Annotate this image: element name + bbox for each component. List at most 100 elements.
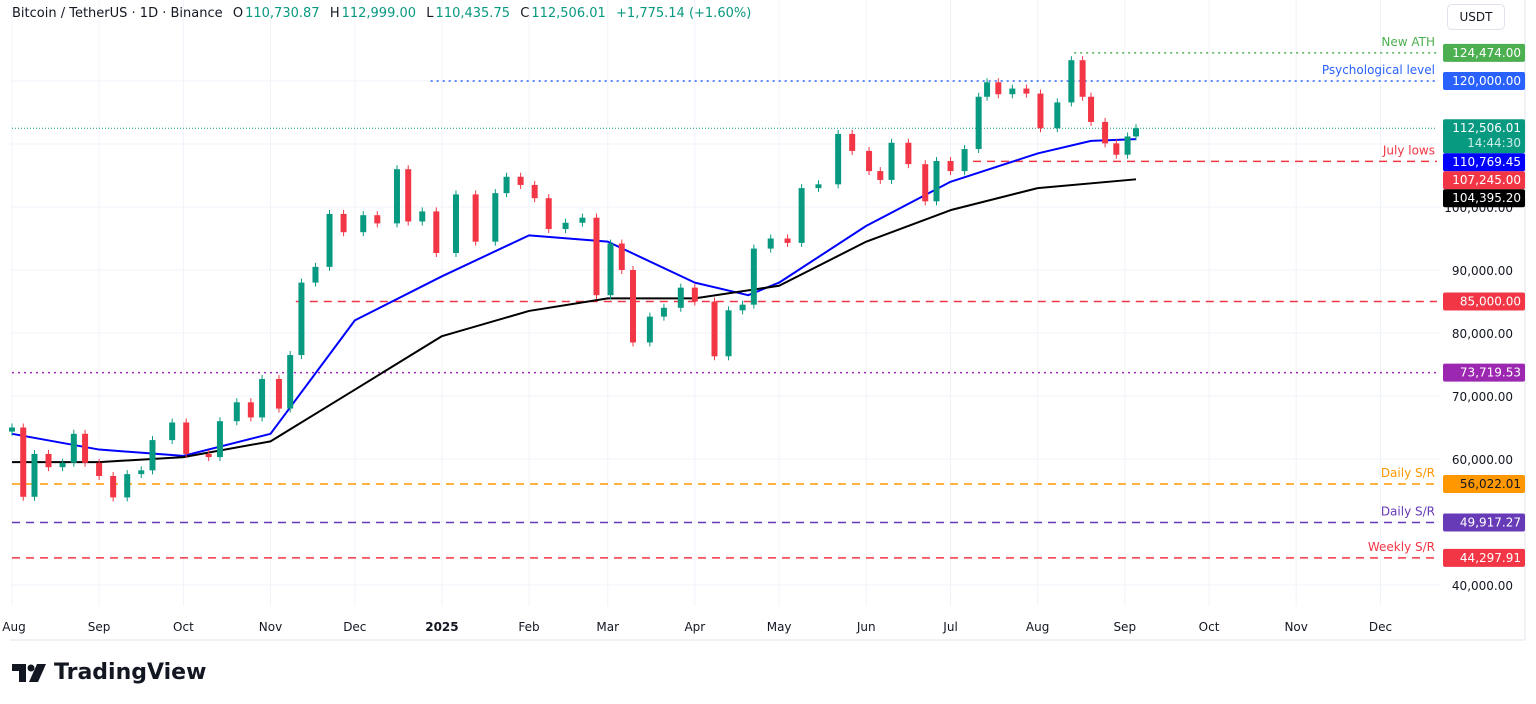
candle — [545, 198, 552, 230]
x-tick-label: Dec — [343, 620, 366, 634]
x-tick-label: Sep — [88, 620, 111, 634]
candle — [452, 194, 459, 253]
x-tick-label: Jul — [942, 620, 957, 634]
candle — [183, 422, 190, 454]
candle — [259, 378, 266, 418]
y-tick-label: 90,000.00 — [1452, 264, 1513, 278]
candle — [711, 301, 718, 357]
x-tick-label: Aug — [1026, 620, 1049, 634]
candle — [275, 378, 282, 409]
candle — [593, 217, 600, 296]
open-value: 110,730.87 — [245, 6, 320, 21]
price-axis-label: 56,022.01 — [1460, 477, 1521, 491]
candle — [149, 440, 156, 471]
candle — [767, 238, 774, 249]
candle — [374, 215, 381, 224]
price-axis-label-bg — [1443, 363, 1525, 382]
x-tick-label: Oct — [1199, 620, 1220, 634]
candle — [618, 243, 625, 270]
symbol-title[interactable]: Bitcoin / TetherUS · 1D · Binance — [12, 6, 223, 21]
countdown-label: 14:44:30 — [1467, 136, 1521, 150]
candle — [169, 422, 176, 441]
price-axis-label-bg — [1443, 171, 1525, 190]
moving-average-line — [12, 178, 1137, 464]
moving-average-line — [11, 138, 1137, 457]
candle — [922, 164, 929, 202]
tradingview-logo[interactable]: TradingView — [12, 660, 206, 685]
candle — [947, 161, 954, 172]
candle — [815, 184, 822, 189]
price-axis-label-bg — [1443, 513, 1525, 532]
price-axis-label-bg — [1443, 43, 1525, 62]
currency-button[interactable]: USDT — [1447, 4, 1505, 30]
price-axis-label: 110,769.45 — [1452, 155, 1521, 169]
candle — [1023, 88, 1030, 94]
candle — [433, 211, 440, 253]
y-tick-label: 60,000.00 — [1452, 453, 1513, 467]
open-label: O — [232, 6, 244, 21]
candle — [995, 82, 1002, 95]
candle — [45, 453, 52, 468]
candle — [233, 402, 240, 422]
price-axis-label: 124,474.00 — [1452, 46, 1521, 60]
x-tick-label: Nov — [1284, 620, 1307, 634]
x-tick-label: Mar — [596, 620, 619, 634]
candle — [110, 476, 117, 498]
symbol-header: Bitcoin / TetherUS · 1D · Binance O 110,7… — [12, 6, 753, 21]
candle — [866, 150, 873, 172]
price-axis-label-bg — [1443, 548, 1525, 567]
candle — [340, 213, 347, 233]
candle — [630, 270, 637, 343]
price-axis-label: 44,297.91 — [1460, 551, 1521, 565]
y-tick-label: 40,000.00 — [1452, 579, 1513, 593]
candle — [1009, 88, 1016, 95]
x-tick-label: Aug — [2, 620, 25, 634]
candle — [905, 142, 912, 165]
candle — [984, 82, 991, 97]
candle — [1124, 136, 1131, 155]
candle — [405, 169, 412, 222]
candle — [750, 248, 757, 305]
level-annotation: Weekly S/R — [1368, 540, 1435, 554]
candle — [1068, 60, 1075, 103]
x-tick-label: May — [767, 620, 792, 634]
close-label: C — [520, 6, 530, 21]
tradingview-logo-icon — [12, 663, 46, 682]
candle — [660, 307, 667, 317]
high-label: H — [329, 6, 340, 21]
candle — [20, 427, 27, 497]
price-axis-label: 104,395.20 — [1452, 191, 1521, 205]
x-tick-label: 2025 — [425, 620, 458, 634]
candle — [1037, 93, 1044, 129]
level-annotation: New ATH — [1381, 35, 1435, 49]
candle — [70, 433, 77, 463]
price-axis-label-bg — [1443, 189, 1525, 208]
price-axis-label-bg — [1443, 119, 1525, 154]
x-tick-label: Apr — [684, 620, 705, 634]
candle — [517, 176, 524, 185]
candle — [205, 453, 212, 458]
candle — [216, 421, 223, 458]
candle — [59, 462, 66, 468]
price-axis-label: 49,917.27 — [1460, 516, 1521, 530]
high-value: 112,999.00 — [341, 6, 417, 21]
candle — [646, 316, 653, 343]
candle — [287, 355, 294, 409]
candle — [492, 193, 499, 242]
candle — [975, 96, 982, 150]
low-value: 110,435.75 — [435, 6, 510, 21]
candle — [9, 427, 15, 432]
candle — [1113, 143, 1120, 155]
x-tick-label: Dec — [1369, 620, 1392, 634]
price-axis-label-bg — [1443, 72, 1525, 90]
candle — [531, 184, 538, 199]
low-label: L — [426, 6, 434, 21]
candle — [877, 171, 884, 180]
candle — [360, 215, 367, 233]
price-axis-label: 120,000.00 — [1452, 74, 1521, 88]
candle — [933, 161, 940, 202]
x-tick-label: Sep — [1113, 620, 1136, 634]
candle — [607, 243, 614, 296]
